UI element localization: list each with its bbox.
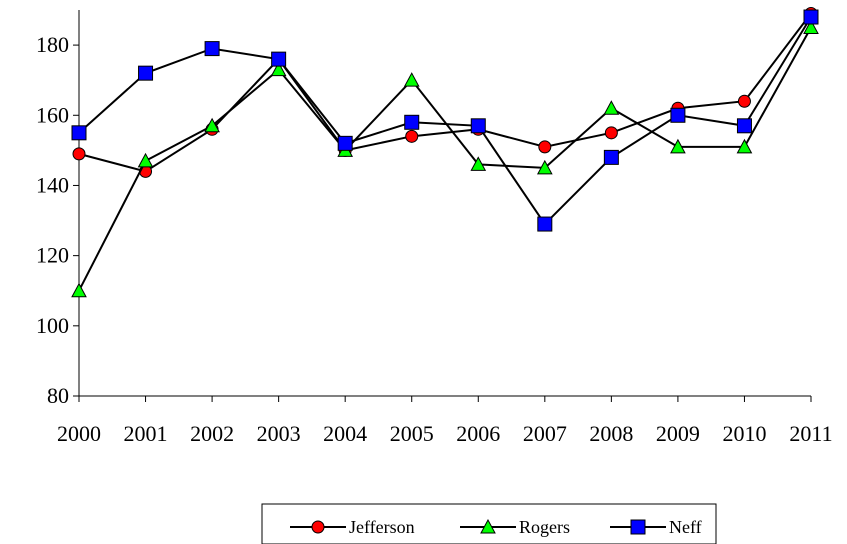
data-point-neff <box>470 118 486 134</box>
legend-item-neff: Neff <box>610 517 702 537</box>
x-tick-label: 2000 <box>57 421 101 446</box>
legend: Jefferson Rogers Neff <box>261 503 717 544</box>
x-tick-label: 2003 <box>257 421 301 446</box>
y-tick-label: 100 <box>36 313 69 338</box>
x-tick-label: 2009 <box>656 421 700 446</box>
legend-item-rogers: Rogers <box>460 517 570 537</box>
series-neff <box>71 9 819 232</box>
series-rogers <box>71 19 819 298</box>
data-point-neff <box>138 65 154 81</box>
data-point-neff <box>803 9 819 25</box>
x-tick-label: 2005 <box>390 421 434 446</box>
series-line-rogers <box>78 27 812 292</box>
data-point-rogers <box>71 282 87 298</box>
x-tick-label: 2007 <box>523 421 567 446</box>
data-point-rogers <box>603 100 620 115</box>
chart-axes: 80 100 120 140 160 180 2000 2001 2002 2003 2004 200… <box>36 10 833 446</box>
data-point-neff <box>337 135 353 151</box>
data-point-neff <box>537 216 553 232</box>
legend-marker-jefferson <box>311 520 325 534</box>
y-tick-label: 160 <box>36 102 69 127</box>
data-point-jefferson <box>538 140 552 154</box>
series-jefferson <box>72 7 818 178</box>
data-point-neff <box>670 107 686 123</box>
x-tick-label: 2004 <box>323 421 367 446</box>
data-point-neff <box>71 125 87 141</box>
legend-label-neff: Neff <box>669 517 702 537</box>
legend-marker-neff <box>630 519 646 535</box>
data-point-rogers <box>403 72 420 87</box>
y-tick-label: 120 <box>36 243 69 268</box>
series-line-neff <box>78 16 812 226</box>
data-point-rogers <box>137 152 154 168</box>
data-point-rogers <box>803 19 819 35</box>
y-tick-label: 180 <box>36 32 69 57</box>
x-tick-label: 2001 <box>124 421 168 446</box>
x-tick-label: 2008 <box>589 421 633 446</box>
series-layer <box>71 7 819 298</box>
y-tick-label: 80 <box>47 383 69 408</box>
data-point-neff <box>404 114 420 130</box>
data-point-rogers <box>736 138 753 154</box>
x-tick-label: 2006 <box>456 421 500 446</box>
data-point-rogers <box>536 159 553 175</box>
legend-item-jefferson: Jefferson <box>290 517 415 537</box>
data-point-rogers <box>670 138 686 154</box>
data-point-neff <box>736 118 752 134</box>
data-point-jefferson <box>604 126 618 140</box>
data-point-jefferson <box>405 129 419 143</box>
legend-label-jefferson: Jefferson <box>349 517 415 537</box>
data-point-rogers <box>470 156 487 171</box>
data-point-neff <box>204 41 220 57</box>
data-point-rogers <box>270 61 287 77</box>
data-point-jefferson <box>737 94 751 108</box>
data-point-neff <box>603 149 619 165</box>
data-point-neff <box>271 51 287 67</box>
x-tick-label: 2011 <box>789 421 832 446</box>
y-tick-label: 140 <box>36 172 69 197</box>
x-tick-label: 2010 <box>722 421 766 446</box>
x-tick-label: 2002 <box>190 421 234 446</box>
series-line-jefferson <box>78 12 812 173</box>
legend-marker-rogers <box>480 518 496 534</box>
data-point-jefferson <box>72 147 86 161</box>
data-point-rogers <box>204 117 220 133</box>
legend-label-rogers: Rogers <box>519 517 570 537</box>
